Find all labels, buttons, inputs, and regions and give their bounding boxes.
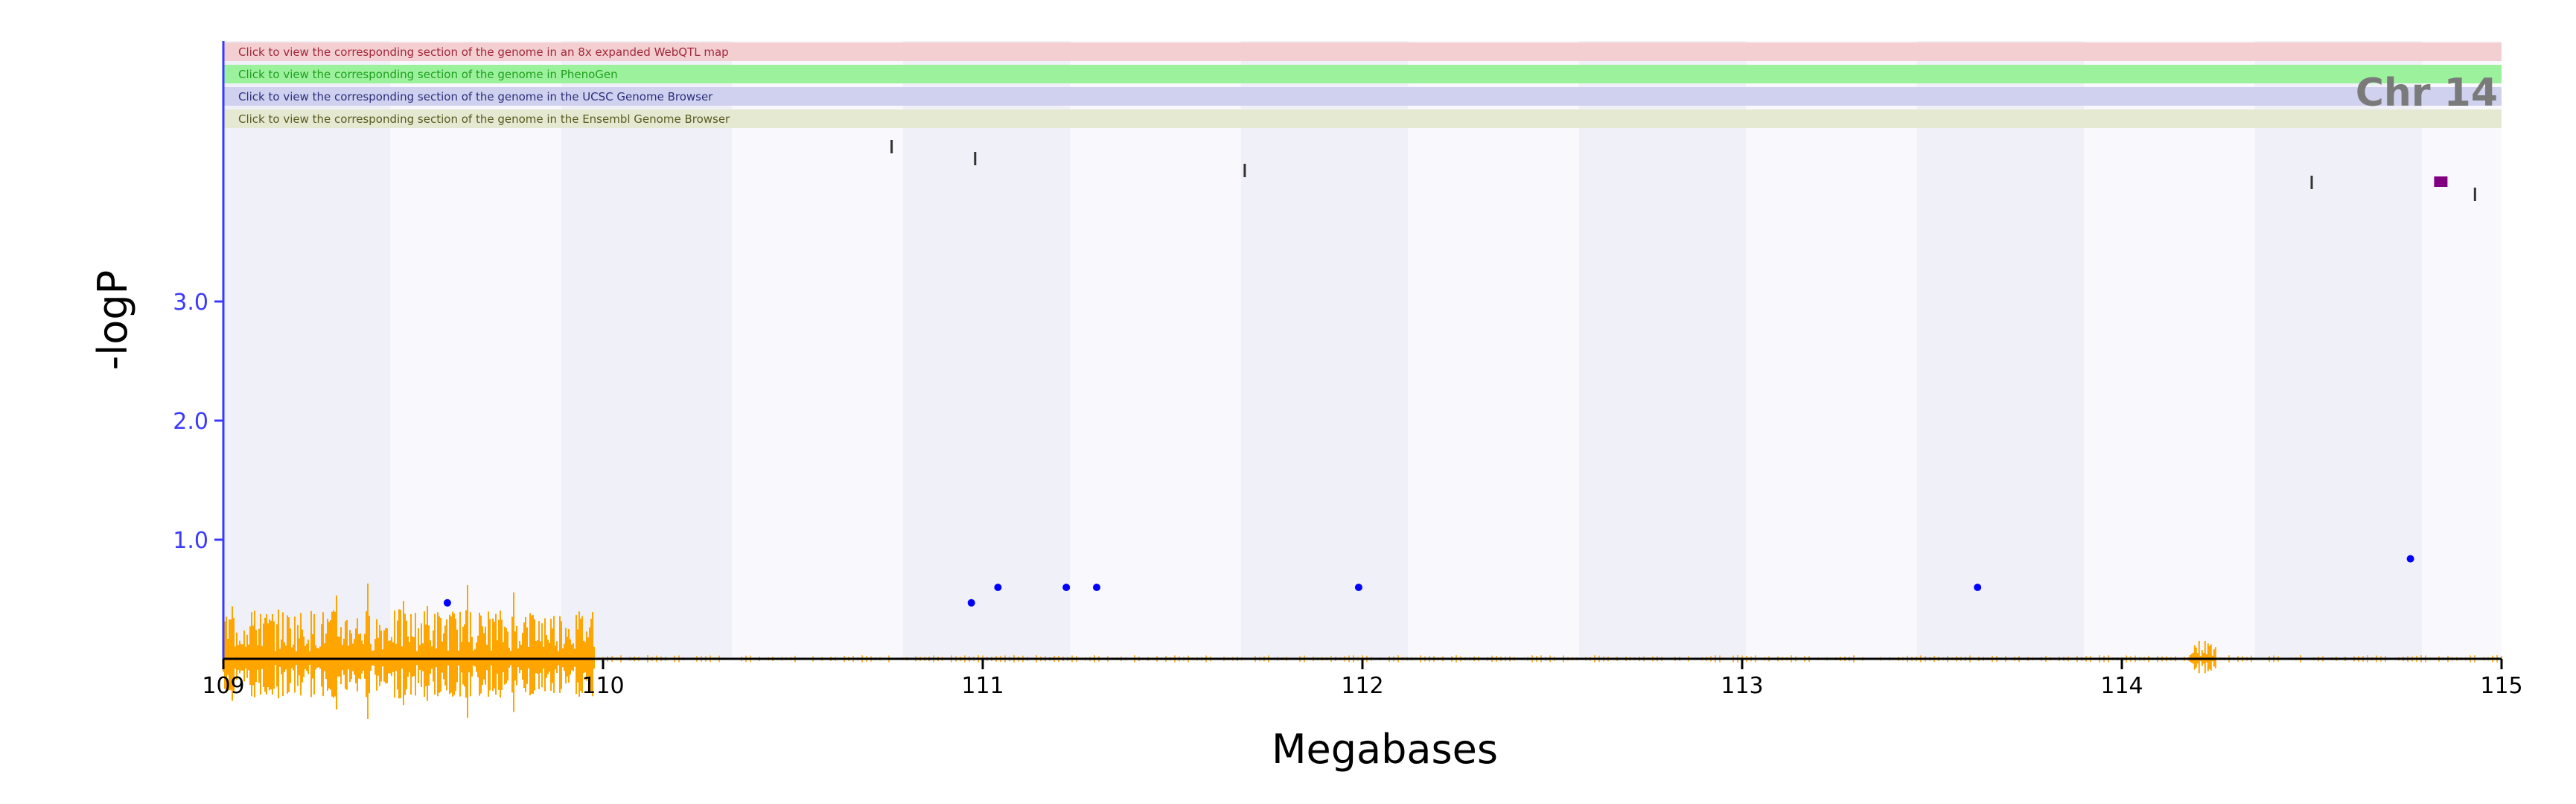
shaded-band-3 (1240, 41, 1409, 659)
x-tick-label-109: 109 (202, 673, 244, 699)
chromosome-label: Chr 14 (2356, 71, 2498, 115)
phenogen-link-text[interactable]: Click to view the corresponding section … (238, 68, 618, 81)
x-tick-label-110: 110 (581, 673, 624, 699)
qtl-point-7 (2406, 555, 2414, 563)
qtl-point-4 (1093, 584, 1100, 591)
ucsc-browser-link-text[interactable]: Click to view the corresponding section … (238, 90, 713, 103)
ensembl-browser-link[interactable]: Click to view the corresponding section … (223, 109, 2502, 128)
qtl-point-2 (994, 584, 1002, 591)
shaded-band-5 (1916, 41, 2084, 659)
webqtl-map-link-text[interactable]: Click to view the corresponding section … (238, 45, 729, 59)
peak-marker (2434, 176, 2448, 187)
y-tick-label-3.0: 3.0 (173, 290, 208, 316)
shaded-band-1 (561, 41, 733, 659)
shaded-band-4 (1578, 41, 1747, 659)
x-axis-title: Megabases (1272, 726, 1498, 773)
shaded-band-0 (223, 41, 391, 659)
x-tick-label-111: 111 (961, 673, 1004, 699)
qtl-point-1 (967, 599, 975, 607)
qtl-point-5 (1354, 584, 1362, 591)
shaded-bands (223, 41, 2502, 659)
x-tick-label-115: 115 (2480, 673, 2522, 699)
ensembl-browser-link-text[interactable]: Click to view the corresponding section … (238, 112, 730, 126)
x-tick-label-112: 112 (1341, 673, 1383, 699)
y-tick-label-1.0: 1.0 (173, 528, 208, 554)
qtl-points (443, 555, 2414, 607)
ensembl-browser-link-bar[interactable] (223, 109, 2502, 128)
y-tick-label-2.0: 2.0 (173, 409, 208, 435)
ucsc-browser-link-bar[interactable] (223, 87, 2502, 106)
webqtl-map-link[interactable]: Click to view the corresponding section … (223, 42, 2502, 61)
axes: 109 110 111 112 113 114 115 1.0 2.0 3.0 (173, 41, 2523, 699)
x-tick-label-113: 113 (1721, 673, 1763, 699)
phenogen-link[interactable]: Click to view the corresponding section … (223, 65, 2502, 83)
shaded-band-2 (902, 41, 1071, 659)
y-axis-title: -logP (89, 270, 136, 370)
qtl-point-6 (1974, 584, 1982, 591)
shaded-band-6 (2254, 41, 2422, 659)
ucsc-browser-link[interactable]: Click to view the corresponding section … (223, 87, 2502, 106)
qtl-point-3 (1062, 584, 1071, 591)
webqtl-map-link-bar[interactable] (223, 42, 2502, 61)
phenogen-link-bar[interactable] (223, 65, 2502, 83)
qtl-point-0 (443, 599, 451, 607)
top-markers (890, 140, 2476, 201)
genome-browser-links: Click to view the corresponding section … (223, 42, 2502, 128)
x-tick-label-114: 114 (2100, 673, 2143, 699)
